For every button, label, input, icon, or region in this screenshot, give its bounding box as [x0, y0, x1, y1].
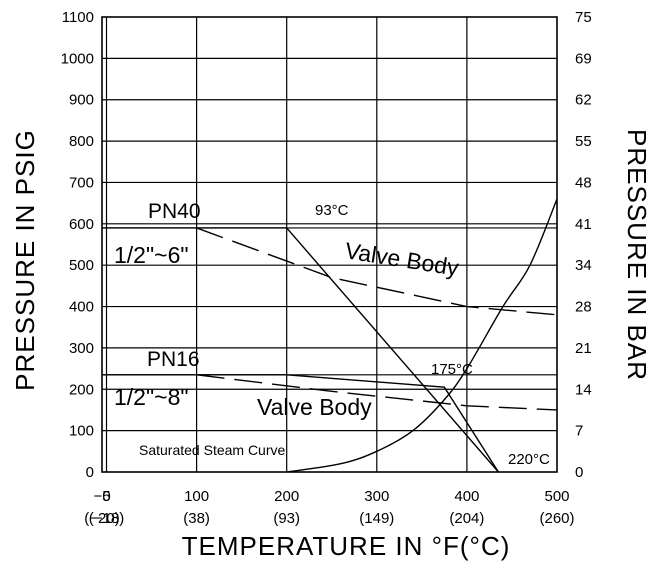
- y-tick-label-left: 600: [69, 216, 94, 233]
- y-tick-label-left: 1100: [62, 9, 94, 26]
- x-axis-title: TEMPERATURE IN °F(°C): [182, 531, 511, 561]
- series-line-1: [196, 227, 558, 316]
- y-tick-label-left: 400: [69, 299, 94, 316]
- y-tick-label-right: 41: [575, 216, 592, 233]
- y-tick-label-right: 0: [575, 464, 583, 481]
- temp-175c-label: 175°C: [431, 361, 473, 378]
- x-tick-sublabel: (204): [449, 510, 484, 527]
- y-tick-label-right: 62: [575, 92, 592, 109]
- y-axis-title-right: PRESSURE IN BAR: [622, 129, 652, 381]
- series-line-0: [102, 227, 499, 473]
- series-line-3: [196, 374, 558, 411]
- y-tick-label-right: 28: [575, 299, 592, 316]
- x-tick-label: 0: [102, 488, 110, 505]
- pn40-label: PN40: [148, 200, 201, 223]
- y-tick-label-left: 300: [69, 340, 94, 357]
- x-tick-label: 500: [544, 488, 569, 505]
- y-tick-label-left: 800: [69, 133, 94, 150]
- pn40-size-label: 1/2"~6": [114, 242, 189, 268]
- x-tick-sublabel: (149): [359, 510, 394, 527]
- pn16-label: PN16: [147, 348, 200, 371]
- y-tick-label-left: 0: [86, 464, 94, 481]
- y-tick-label-right: 48: [575, 174, 592, 191]
- x-tick-label: 200: [274, 488, 299, 505]
- pn16-size-label: 1/2"~8": [114, 384, 189, 410]
- y-tick-label-right: 7: [575, 423, 583, 440]
- plot-frame: [101, 16, 558, 473]
- x-tick-label: 100: [184, 488, 209, 505]
- y-tick-label-left: 1000: [61, 50, 94, 67]
- x-tick-sublabel: (38): [183, 510, 210, 527]
- y-tick-label-right: 55: [575, 133, 592, 150]
- x-tick-sublabel: (−18): [89, 510, 124, 527]
- pn40-valve-body-label: Valve Body: [343, 237, 461, 281]
- y-tick-label-right: 75: [575, 9, 592, 26]
- y-tick-label-left: 100: [69, 423, 94, 440]
- curve-layer: [102, 198, 558, 473]
- y-tick-label-right: 69: [575, 50, 592, 67]
- y-tick-label-left: 200: [69, 381, 94, 398]
- saturated-steam-curve-label: Saturated Steam Curve: [139, 442, 286, 458]
- x-tick-sublabel: (−20): [84, 510, 119, 527]
- y-tick-label-right: 14: [575, 381, 592, 398]
- x-tick-label: 400: [454, 488, 479, 505]
- y-tick-label-left: 900: [69, 92, 94, 109]
- x-tick-label: 300: [364, 488, 389, 505]
- y-tick-label-left: 700: [69, 174, 94, 191]
- temp-220c-label: 220°C: [508, 451, 550, 468]
- pn16-valve-body-label: Valve Body: [257, 394, 372, 420]
- temp-93c-label: 93°C: [315, 202, 349, 219]
- y-tick-label-right: 34: [575, 257, 592, 274]
- y-axis-title-left: PRESSURE IN PSIG: [10, 129, 40, 391]
- y-tick-label-right: 21: [575, 340, 592, 357]
- series-line-4: [286, 198, 558, 473]
- x-tick-sublabel: (93): [273, 510, 300, 527]
- x-tick-label: −5: [93, 488, 110, 505]
- tick-layer: −5 (−20) 0 (−18) 100 (38) 200 (93) 300 (149) 400 (2…: [61, 9, 592, 527]
- x-tick-sublabel: (260): [539, 510, 574, 527]
- series-line-2: [102, 374, 500, 473]
- y-tick-label-left: 500: [69, 257, 94, 274]
